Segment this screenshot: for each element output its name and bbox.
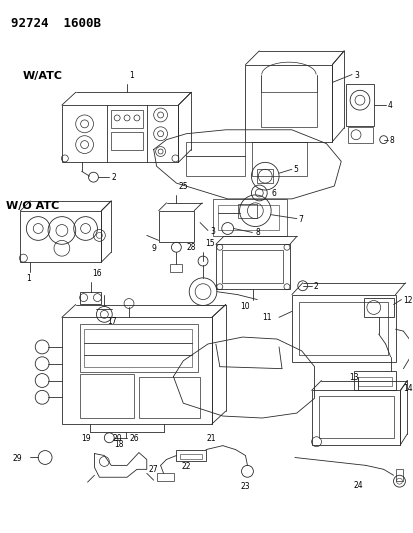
Text: 28: 28 (186, 243, 195, 252)
Text: 1: 1 (26, 274, 31, 283)
Bar (170, 264, 182, 272)
Text: 8: 8 (389, 136, 394, 145)
Text: 20: 20 (112, 434, 122, 443)
Text: 22: 22 (181, 463, 190, 471)
Bar (180, 454, 202, 459)
Bar (357, 376, 391, 386)
Text: 19: 19 (81, 434, 91, 443)
Text: 29: 29 (12, 454, 22, 463)
Bar (318, 397, 393, 438)
Bar (186, 142, 245, 176)
Text: 18: 18 (114, 440, 123, 449)
Bar (79, 292, 101, 303)
Bar (252, 142, 306, 176)
Text: 2: 2 (111, 173, 116, 182)
Text: 27: 27 (148, 465, 158, 474)
Bar (20, 211, 101, 262)
Bar (217, 205, 278, 230)
Bar (245, 64, 332, 142)
Text: 2: 2 (313, 282, 318, 291)
Bar (311, 390, 399, 445)
Text: 10: 10 (240, 302, 250, 311)
Bar (62, 317, 211, 424)
Text: 25: 25 (178, 182, 188, 191)
Bar (394, 470, 402, 481)
Text: W/O ATC: W/O ATC (6, 201, 59, 211)
Text: 11: 11 (261, 313, 271, 322)
Text: 92724  1600B: 92724 1600B (11, 17, 100, 30)
Text: 15: 15 (204, 239, 214, 248)
Bar (363, 297, 393, 317)
Text: 6: 6 (271, 189, 275, 198)
Bar (156, 473, 174, 481)
Text: 23: 23 (240, 482, 250, 491)
Bar (158, 211, 194, 243)
Bar (111, 110, 142, 128)
Text: 16: 16 (92, 269, 102, 278)
Bar (138, 376, 199, 418)
Bar (215, 244, 289, 289)
Text: 4: 4 (387, 101, 392, 110)
Bar (257, 169, 273, 183)
Text: 1: 1 (129, 71, 133, 80)
Bar (345, 84, 373, 126)
Bar (83, 329, 192, 367)
Bar (212, 199, 286, 237)
Bar (221, 250, 282, 283)
Text: 9: 9 (151, 244, 156, 253)
Text: 21: 21 (206, 434, 215, 443)
Bar (291, 295, 394, 362)
Bar (347, 127, 372, 143)
Text: W/ATC: W/ATC (22, 70, 62, 80)
Text: 3: 3 (353, 70, 358, 79)
Text: 5: 5 (293, 165, 298, 174)
Text: 14: 14 (402, 384, 412, 393)
Text: 17: 17 (107, 317, 116, 326)
Bar (237, 204, 257, 217)
Bar (62, 105, 178, 163)
Bar (353, 370, 394, 390)
Text: 13: 13 (349, 373, 358, 382)
Text: 12: 12 (402, 296, 412, 305)
Bar (111, 132, 142, 150)
Text: 8: 8 (255, 229, 259, 238)
Bar (298, 302, 387, 355)
Text: 26: 26 (129, 434, 138, 443)
Text: 24: 24 (352, 481, 362, 490)
Bar (176, 450, 206, 462)
Text: 3: 3 (209, 227, 214, 236)
Bar (79, 374, 134, 418)
Bar (261, 92, 316, 127)
Bar (79, 324, 198, 372)
Text: 7: 7 (298, 215, 303, 224)
